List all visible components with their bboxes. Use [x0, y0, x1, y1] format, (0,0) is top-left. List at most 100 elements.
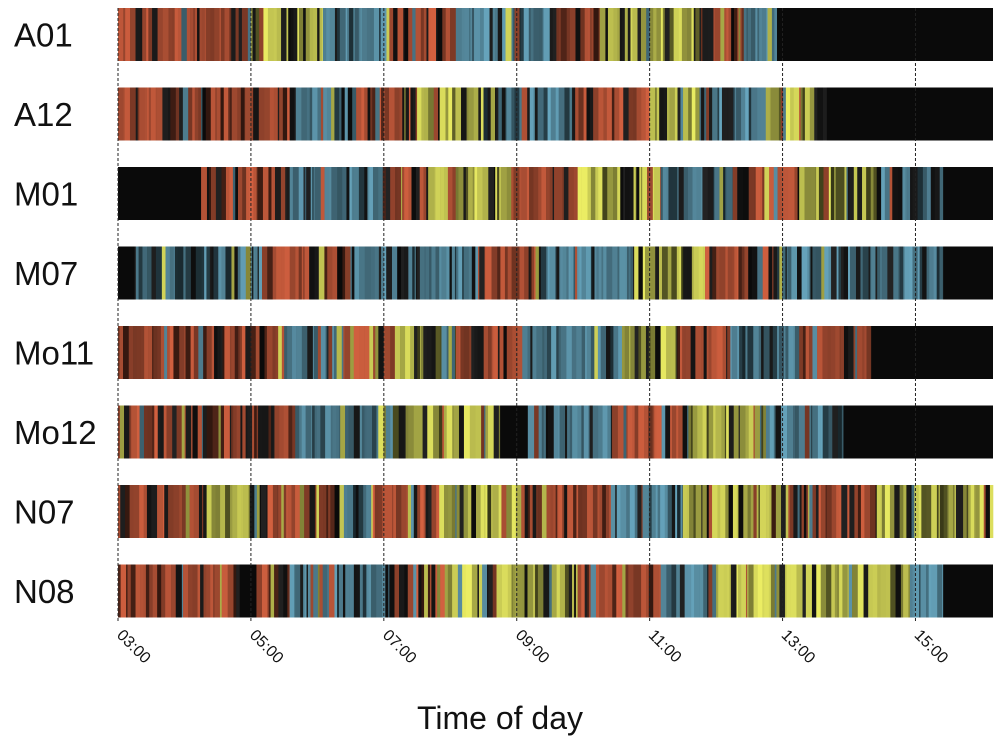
- segment-bar: [599, 8, 606, 61]
- segment-bar: [198, 87, 202, 141]
- segment-bar: [161, 246, 166, 300]
- segment-bar: [834, 167, 837, 220]
- segment-bar: [245, 87, 252, 141]
- segment-bar: [426, 167, 429, 220]
- segment-bar: [527, 564, 534, 618]
- segment-bar: [543, 87, 548, 141]
- segment-bar: [908, 564, 911, 618]
- segment-bar: [183, 564, 189, 618]
- segment-bar: [231, 87, 238, 141]
- segment-bar: [880, 564, 887, 618]
- segment-bar: [233, 405, 237, 459]
- segment-bar: [492, 485, 499, 538]
- segment-red: [389, 564, 446, 618]
- segment-bar: [715, 8, 721, 61]
- segment-bar: [197, 405, 203, 459]
- segment-bar: [680, 87, 684, 141]
- segment-bar: [716, 246, 720, 300]
- segment-bar: [702, 485, 708, 538]
- segment-bar: [413, 564, 417, 618]
- segment-bar: [368, 564, 372, 618]
- segment-yellow: [417, 87, 484, 141]
- segment-bar: [771, 485, 777, 538]
- segment-bar: [455, 326, 457, 379]
- segment-bar: [767, 8, 773, 61]
- segment-bar: [375, 326, 379, 379]
- segment-bar: [218, 246, 222, 300]
- segment-bar: [168, 8, 173, 61]
- segment-bar: [549, 8, 551, 61]
- segment-bar: [216, 87, 221, 141]
- segment-bar: [320, 405, 326, 459]
- segment-bar: [374, 246, 380, 300]
- segment-bar: [511, 8, 514, 61]
- segment-bar: [623, 405, 627, 459]
- segment-bar: [239, 564, 257, 618]
- segment-bar: [273, 8, 278, 61]
- segment-bar: [909, 246, 913, 300]
- segment-bar: [282, 87, 288, 141]
- segment-bar: [660, 167, 662, 220]
- segment-bar: [305, 8, 310, 61]
- segment-bar: [662, 8, 666, 61]
- segment-bar: [390, 405, 394, 459]
- segment-bar: [193, 8, 195, 61]
- segment-bar: [825, 485, 827, 538]
- segment-bar: [240, 405, 243, 459]
- segment-bar: [966, 485, 969, 538]
- segment-bar: [688, 87, 693, 141]
- segment-bar: [231, 246, 235, 300]
- segment-bar: [344, 326, 351, 379]
- segment-bar: [140, 564, 144, 618]
- segment-bar: [839, 564, 843, 618]
- segment-bar: [718, 564, 725, 618]
- segment-bar: [469, 326, 472, 379]
- segment-yellow: [428, 167, 512, 220]
- segment-bar: [607, 167, 614, 220]
- segment-bar: [581, 564, 586, 618]
- segment-bar: [123, 326, 130, 379]
- segment-yellow: [876, 485, 994, 538]
- segment-bar: [352, 87, 357, 141]
- segment-bar: [764, 167, 770, 220]
- segment-bar: [239, 326, 243, 379]
- segment-bar: [339, 87, 342, 141]
- segment-bar: [249, 167, 254, 220]
- segment-bar: [903, 564, 907, 618]
- segment-bar: [530, 8, 534, 61]
- segment-bar: [345, 564, 350, 618]
- segment-bar: [439, 326, 442, 379]
- segment-blue: [660, 167, 734, 220]
- segment-bar: [906, 564, 909, 618]
- segment-bar: [546, 485, 551, 538]
- segment-bar: [597, 485, 600, 538]
- segment-bar: [469, 405, 476, 459]
- segment-bar: [445, 8, 451, 61]
- segment-bar: [666, 167, 669, 220]
- segment-bar: [174, 8, 179, 61]
- segment-bar: [937, 564, 943, 618]
- segment-bar: [926, 485, 932, 538]
- segment-bar: [786, 564, 792, 618]
- segment-yellow: [599, 8, 700, 61]
- segment-bar: [165, 564, 172, 618]
- segment-bar: [353, 485, 357, 538]
- segment-bar: [240, 246, 247, 300]
- segment-bar: [332, 405, 337, 459]
- segment-bar: [180, 564, 183, 618]
- segment-bar: [738, 8, 741, 61]
- segment-bar: [639, 167, 642, 220]
- segment-none: [871, 326, 993, 379]
- segment-bar: [500, 167, 508, 220]
- segment-bar: [318, 246, 325, 300]
- segment-bar: [778, 326, 785, 379]
- segment-bar: [921, 485, 927, 538]
- segment-bar: [711, 326, 717, 379]
- segment-bar: [826, 87, 993, 141]
- segment-bar: [567, 485, 574, 538]
- segment-bar: [415, 246, 418, 300]
- segment-bar: [307, 326, 314, 379]
- segment-bar: [562, 167, 565, 220]
- segment-bar: [529, 167, 534, 220]
- segment-bar: [348, 405, 355, 459]
